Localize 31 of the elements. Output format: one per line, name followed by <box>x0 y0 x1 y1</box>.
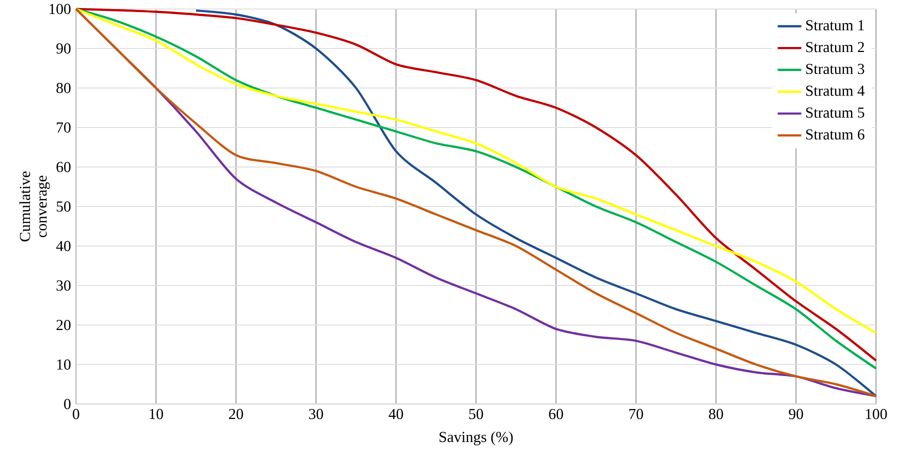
y-tick-label: 60 <box>56 162 71 172</box>
legend-label: Stratum 2 <box>806 42 864 52</box>
y-tick-label: 90 <box>56 43 71 54</box>
y-tick-label: 10 <box>57 359 71 370</box>
legend-label: Stratum 6 <box>806 129 864 140</box>
x-tick-label: 90 <box>788 408 804 420</box>
x-tick-label: 10 <box>150 408 164 420</box>
y-tick-label: 20 <box>56 320 71 330</box>
x-tick-label: 0 <box>72 408 80 420</box>
y-tick-label: 50 <box>56 201 71 212</box>
y-tick-label: 30 <box>56 280 71 291</box>
x-tick-label: 30 <box>309 408 324 420</box>
y-axis-title: Cumulative converage <box>19 172 50 242</box>
x-tick-label: 60 <box>549 408 564 420</box>
y-tick-label: 80 <box>56 82 71 94</box>
legend-label: Stratum 3 <box>806 64 864 74</box>
y-tick-label: 0 <box>64 398 71 410</box>
x-tick-label: 80 <box>708 408 724 420</box>
x-tick-label: 50 <box>469 408 484 420</box>
legend-label: Stratum 5 <box>806 108 864 118</box>
legend-label: Stratum 1 <box>806 20 864 30</box>
x-axis-title: Savings (%) <box>440 431 513 446</box>
legend-label: Stratum 4 <box>806 86 865 96</box>
y-tick-label: 70 <box>56 122 71 133</box>
y-tick-label: 40 <box>56 240 71 252</box>
line-series <box>194 9 878 398</box>
x-tick-label: 70 <box>629 408 644 420</box>
x-tick-label: 20 <box>229 408 244 420</box>
x-tick-label: 40 <box>388 408 404 420</box>
x-tick-label: 100 <box>866 408 887 420</box>
y-tick-label: 100 <box>50 4 71 14</box>
